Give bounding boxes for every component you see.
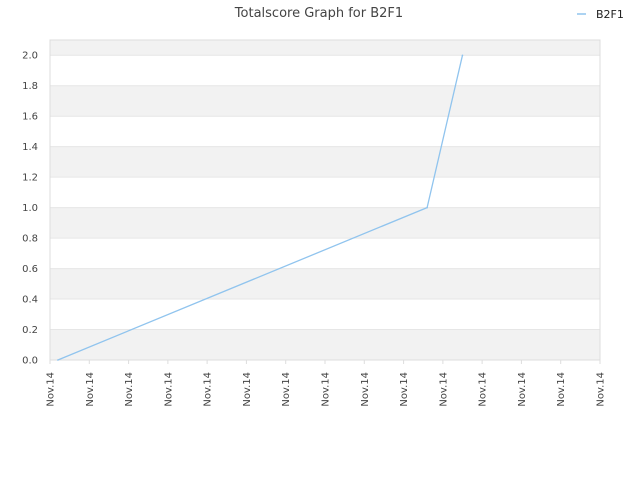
y-tick-label: 1.0 bbox=[22, 203, 38, 214]
x-tick-label: Nov.14 bbox=[596, 372, 607, 407]
x-tick-label: Nov.14 bbox=[517, 372, 528, 407]
plot-band bbox=[50, 40, 600, 56]
x-tick-label: Nov.14 bbox=[321, 372, 332, 407]
y-tick-label: 1.6 bbox=[22, 112, 38, 123]
plot-band bbox=[50, 329, 600, 360]
legend[interactable]: B2F1 bbox=[577, 8, 624, 21]
y-tick-label: 0.6 bbox=[22, 264, 38, 275]
data-point bbox=[57, 359, 59, 361]
y-tick-label: 0.8 bbox=[22, 234, 38, 245]
y-tick-label: 1.2 bbox=[22, 173, 38, 184]
y-tick-label: 1.8 bbox=[22, 81, 38, 92]
grid-lines bbox=[50, 54, 600, 361]
x-tick-label: Nov.14 bbox=[203, 372, 214, 407]
data-point bbox=[426, 206, 428, 209]
plot-band bbox=[50, 85, 600, 117]
plot-band bbox=[50, 268, 600, 300]
x-tick-label: Nov.14 bbox=[124, 372, 135, 407]
series-layer bbox=[57, 54, 464, 361]
x-tick-label: Nov.14 bbox=[163, 372, 174, 407]
y-tick-label: 0.4 bbox=[22, 295, 38, 306]
y-tick-label: 1.4 bbox=[22, 142, 38, 153]
y-tick-label: 2.0 bbox=[22, 51, 38, 62]
x-tick-label: Nov.14 bbox=[242, 372, 253, 407]
x-tick-label: Nov.14 bbox=[556, 372, 567, 407]
x-tick-label: Nov.14 bbox=[360, 372, 371, 407]
x-tick-label: Nov.14 bbox=[281, 372, 292, 407]
x-tick-label: Nov.14 bbox=[399, 372, 410, 407]
x-tick-label: Nov.14 bbox=[46, 372, 57, 407]
x-tick-label: Nov.14 bbox=[438, 372, 449, 407]
legend-label: B2F1 bbox=[596, 8, 624, 21]
plot-bands bbox=[50, 40, 600, 360]
plot-band bbox=[50, 146, 600, 178]
plot-band bbox=[50, 207, 600, 239]
chart-title: Totalscore Graph for B2F1 bbox=[234, 6, 403, 21]
x-axis: Nov.14 Nov.14 Nov.14 Nov.14 Nov.14 Nov.14 Nov.… bbox=[46, 360, 607, 407]
y-axis: 0.0 0.2 0.4 0.6 0.8 1.0 1.2 1.4 1.6 1.8 2.0 bbox=[22, 51, 38, 367]
y-tick-label: 0.0 bbox=[22, 356, 38, 367]
x-tick-label: Nov.14 bbox=[85, 372, 96, 407]
y-tick-label: 0.2 bbox=[22, 325, 38, 336]
x-tick-label: Nov.14 bbox=[478, 372, 489, 407]
data-point bbox=[461, 54, 464, 57]
